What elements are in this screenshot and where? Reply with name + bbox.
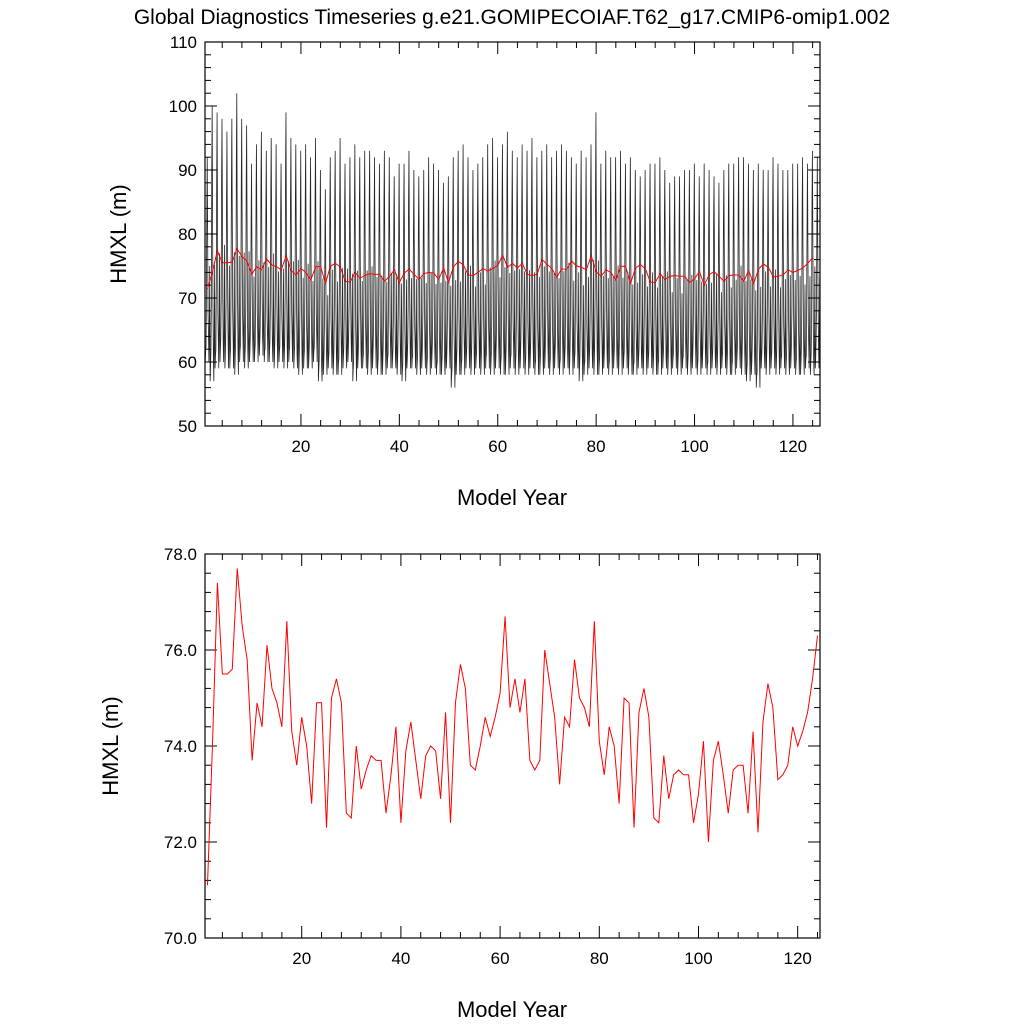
bottom-x-axis-label: Model Year (457, 997, 567, 1022)
top-y-tick-labels: 50 60 70 80 90 100 110 (169, 33, 197, 436)
bottom-x-tick-labels: 20 40 60 80 100 120 (292, 949, 812, 968)
y-tick-label: 78.0 (164, 545, 197, 564)
y-tick-label: 70.0 (164, 929, 197, 948)
bottom-panel: 20 40 60 80 100 120 70.0 72.0 74.0 76.0 78.0 Mode… (98, 545, 821, 1022)
x-tick-label: 80 (587, 437, 606, 456)
monthly-series-line (204, 93, 821, 388)
bottom-ticks (205, 554, 820, 938)
annual-mean-line (206, 247, 814, 290)
y-tick-label: 80 (178, 225, 197, 244)
y-tick-label: 50 (178, 417, 197, 436)
bottom-y-axis-label: HMXL (m) (98, 696, 123, 795)
y-tick-label: 76.0 (164, 641, 197, 660)
figure-title: Global Diagnostics Timeseries g.e21.GOMI… (134, 6, 890, 29)
bottom-plot-frame (204, 553, 821, 939)
x-tick-label: 80 (590, 949, 609, 968)
top-monthly-series (204, 93, 821, 388)
x-tick-label: 60 (488, 437, 507, 456)
y-tick-label: 60 (178, 353, 197, 372)
top-y-axis-label: HMXL (m) (106, 184, 131, 283)
x-tick-label: 120 (783, 949, 811, 968)
y-tick-label: 70 (178, 289, 197, 308)
top-x-axis-label: Model Year (457, 485, 567, 510)
x-tick-label: 100 (684, 949, 712, 968)
bottom-annual-series (206, 568, 819, 886)
x-tick-label: 20 (291, 437, 310, 456)
x-tick-label: 40 (390, 437, 409, 456)
x-tick-label: 100 (680, 437, 708, 456)
y-tick-label: 72.0 (164, 833, 197, 852)
y-tick-label: 110 (170, 33, 197, 52)
top-panel: 20 40 60 80 100 120 50 60 70 80 90 100 110 Model Ye… (106, 33, 821, 510)
top-annual-series (206, 247, 814, 290)
x-tick-label: 40 (391, 949, 410, 968)
x-tick-label: 20 (292, 949, 311, 968)
annual-mean-line (206, 568, 819, 886)
x-tick-label: 120 (779, 437, 807, 456)
top-x-tick-labels: 20 40 60 80 100 120 (291, 437, 807, 456)
y-tick-label: 90 (178, 161, 197, 180)
bottom-y-tick-labels: 70.0 72.0 74.0 76.0 78.0 (164, 545, 197, 948)
y-tick-label: 100 (169, 97, 197, 116)
x-tick-label: 60 (491, 949, 510, 968)
y-tick-label: 74.0 (164, 737, 197, 756)
